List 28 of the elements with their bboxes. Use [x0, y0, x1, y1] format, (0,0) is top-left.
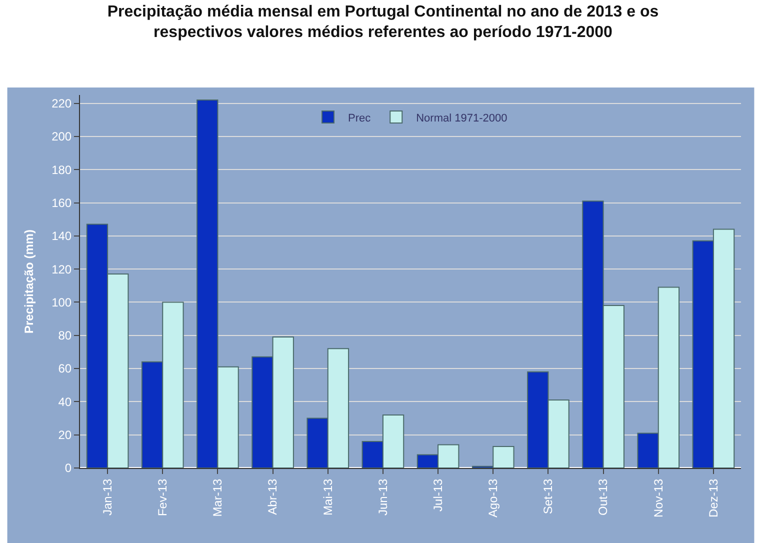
- y-tick-label: 200: [52, 130, 72, 144]
- y-tick-label: 20: [58, 428, 72, 442]
- x-tick-label: Out-13: [596, 478, 610, 516]
- y-tick-label: 40: [58, 394, 72, 409]
- y-tick-label: 120: [52, 262, 72, 276]
- x-tick-label: Set-13: [541, 478, 556, 514]
- legend-label: Normal 1971-2000: [416, 112, 508, 124]
- y-tick-label: 140: [52, 229, 72, 244]
- y-tick-label: 100: [52, 295, 72, 310]
- y-tick-label: 60: [58, 362, 72, 376]
- x-tick-label: Jul-13: [430, 478, 445, 512]
- x-tick-label: Abr-13: [266, 478, 280, 515]
- x-tick-label: Fev-13: [156, 478, 170, 516]
- y-tick-label: 80: [58, 328, 72, 343]
- y-tick-label: 0: [64, 461, 72, 476]
- chart-title: Precipitação média mensal em Portugal Continental no ano de 2013 e os respectivos valores médios referentes ao período 1971-2000: [107, 3, 659, 42]
- y-tick-label: 220: [52, 96, 72, 110]
- x-tick-label: Mar-13: [210, 478, 225, 517]
- x-tick-label: Jun-13: [376, 478, 390, 516]
- x-tick-label: Jan-13: [100, 478, 114, 516]
- x-tick-label: Nov-13: [651, 478, 666, 518]
- y-tick-label: 180: [52, 162, 72, 177]
- y-axis-title: Precipitação (mm): [22, 229, 36, 334]
- y-tick-label: 160: [52, 196, 72, 210]
- x-tick-label: Mai-13: [320, 478, 335, 516]
- x-tick-label: Dez-13: [706, 478, 720, 518]
- legend-label: Prec: [348, 112, 372, 124]
- x-tick-label: Ago-13: [486, 478, 500, 518]
